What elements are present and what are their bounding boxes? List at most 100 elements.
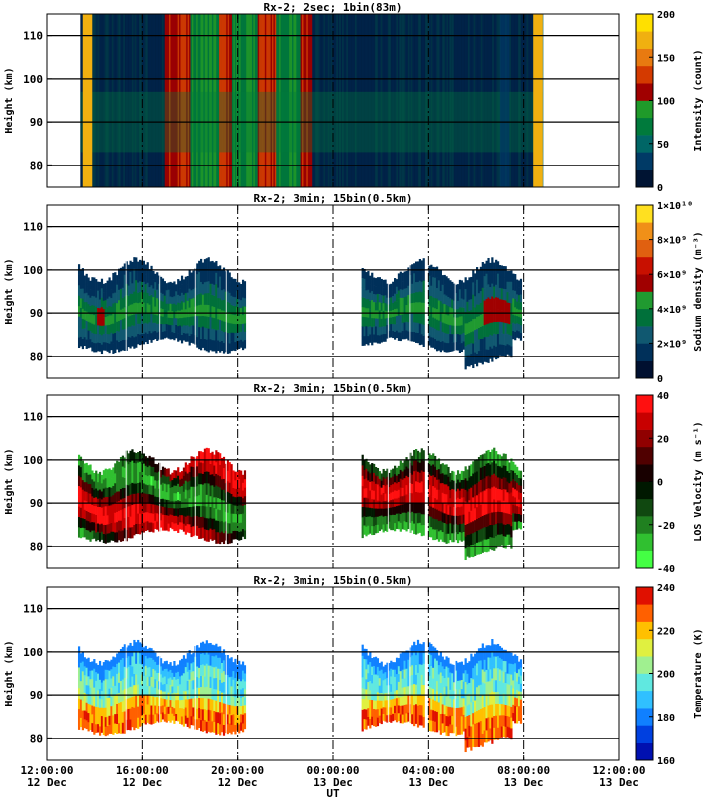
layer-cell	[517, 676, 521, 685]
layer-cell	[376, 516, 380, 525]
layer-cell	[142, 292, 146, 303]
y-tick-label: 110	[23, 411, 43, 424]
layer-cell	[361, 306, 364, 317]
layer-cell	[422, 642, 425, 654]
layer-cell	[207, 448, 210, 461]
layer-cell	[390, 707, 393, 716]
layer-cell	[234, 705, 237, 716]
layer-cell	[420, 684, 423, 696]
layer-cell	[171, 317, 174, 326]
layer-cell	[226, 714, 229, 725]
layer-cell	[382, 484, 385, 493]
layer-cell	[93, 342, 96, 353]
layer-cell	[453, 698, 456, 708]
intensity-stripe	[373, 14, 376, 187]
layer-cell	[98, 524, 102, 534]
layer-cell	[138, 684, 142, 696]
layer-cell	[496, 273, 500, 286]
layer-cell	[184, 276, 187, 286]
layer-cell	[215, 666, 218, 679]
layer-cell	[87, 685, 90, 695]
layer-cell	[114, 704, 117, 715]
layer-cell	[177, 714, 180, 722]
layer-cell	[159, 331, 163, 340]
layer-cell	[97, 490, 100, 499]
layer-cell	[196, 326, 199, 338]
layer-cell	[118, 520, 121, 531]
layer-cell	[411, 312, 414, 323]
layer-cell	[150, 705, 153, 716]
layer-cell	[163, 281, 166, 289]
layer-cell	[512, 680, 515, 689]
layer-cell	[483, 694, 486, 707]
layer-cell	[243, 487, 247, 497]
x-tick-date: 12 Dec	[218, 776, 258, 789]
layer-cell	[380, 278, 383, 288]
layer-cell	[127, 698, 130, 709]
layer-cell	[186, 333, 189, 342]
layer-cell	[135, 716, 138, 728]
intensity-stripe	[116, 14, 118, 187]
layer-cell	[374, 499, 378, 509]
layer-cell	[500, 522, 503, 535]
layer-cell	[177, 483, 180, 493]
layer-cell	[411, 684, 414, 695]
layer-cell	[392, 684, 395, 692]
intensity-stripe	[273, 14, 276, 187]
layer-cell	[167, 685, 170, 693]
layer-cell	[476, 291, 479, 305]
layer-cell	[487, 729, 490, 742]
layer-cell	[116, 511, 119, 523]
layer-cell	[374, 286, 378, 295]
layer-cell	[453, 673, 456, 683]
y-tick-label: 90	[30, 116, 43, 129]
layer-cell	[487, 271, 490, 285]
layer-cell	[83, 657, 86, 667]
layer-cell	[435, 701, 439, 712]
layer-cell	[146, 694, 149, 705]
layer-cell	[89, 695, 92, 705]
layer-cell	[435, 479, 439, 490]
layer-cell	[434, 466, 437, 478]
layer-cell	[401, 479, 404, 488]
layer-cell	[123, 487, 126, 499]
layer-cell	[159, 674, 163, 683]
layer-cell	[430, 295, 433, 307]
layer-cell	[150, 695, 153, 706]
layer-cell	[449, 342, 452, 352]
layer-cell	[384, 664, 387, 673]
layer-cell	[83, 481, 86, 492]
layer-cell	[148, 657, 151, 668]
layer-cell	[443, 704, 446, 715]
layer-cell	[200, 270, 203, 282]
layer-cell	[217, 722, 220, 735]
layer-cell	[173, 318, 176, 326]
layer-cell	[106, 660, 109, 670]
layer-cell	[487, 462, 490, 476]
intensity-stripe	[261, 14, 264, 187]
layer-cell	[399, 522, 402, 532]
layer-cell	[380, 661, 383, 670]
layer-cell	[502, 693, 505, 705]
layer-cell	[434, 508, 437, 520]
layer-cell	[129, 337, 132, 349]
layer-cell	[460, 479, 463, 489]
layer-cell	[146, 302, 149, 314]
layer-cell	[192, 466, 195, 477]
layer-cell	[142, 312, 146, 324]
layer-cell	[445, 715, 448, 726]
layer-cell	[453, 533, 456, 543]
layer-cell	[79, 466, 83, 478]
y-tick-label: 90	[30, 497, 43, 510]
layer-cell	[228, 667, 231, 678]
layer-cell	[411, 465, 414, 475]
layer-cell	[79, 288, 83, 299]
layer-cell	[110, 678, 113, 688]
layer-cell	[150, 313, 153, 324]
layer-cell	[388, 692, 391, 700]
layer-cell	[388, 706, 391, 715]
layer-cell	[403, 313, 406, 323]
layer-cell	[371, 272, 374, 283]
layer-cell	[102, 300, 105, 310]
